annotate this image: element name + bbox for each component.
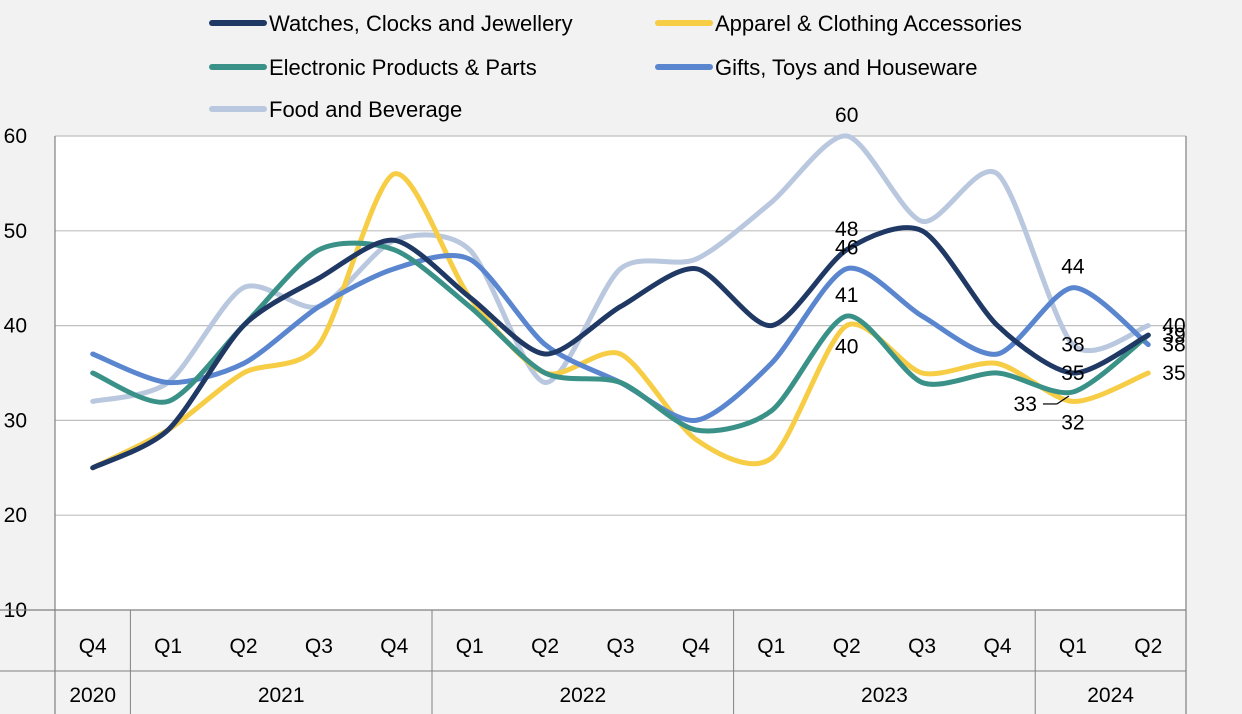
x-tick-label: Q3 bbox=[908, 635, 936, 658]
data-label: 32 bbox=[1061, 411, 1084, 434]
x-tick-label: Q4 bbox=[380, 635, 408, 658]
data-label: 48 bbox=[835, 218, 858, 241]
data-label: 44 bbox=[1061, 256, 1085, 279]
x-tick-label: Q1 bbox=[1059, 635, 1087, 658]
x-tick-label: Q2 bbox=[833, 635, 861, 658]
data-label: 46 bbox=[835, 237, 858, 260]
y-tick-label: 50 bbox=[4, 220, 27, 243]
legend: Watches, Clocks and Jewellery Apparel & C… bbox=[209, 11, 1022, 122]
year-label: 2021 bbox=[258, 684, 305, 707]
data-label: 35 bbox=[1061, 362, 1084, 385]
legend-label-apparel-clothing-accessories: Apparel & Clothing Accessories bbox=[715, 11, 1022, 36]
year-label: 2022 bbox=[559, 684, 606, 707]
x-tick-label: Q2 bbox=[229, 635, 257, 658]
x-tick-label: Q2 bbox=[1134, 635, 1162, 658]
legend-label-food-and-beverage: Food and Beverage bbox=[269, 97, 462, 122]
y-tick-label: 30 bbox=[4, 409, 27, 432]
legend-label-gifts-toys-and-houseware: Gifts, Toys and Houseware bbox=[715, 55, 978, 80]
x-tick-label: Q1 bbox=[757, 635, 785, 658]
data-label: 35 bbox=[1162, 362, 1185, 385]
data-label: 41 bbox=[835, 284, 858, 307]
data-label: 60 bbox=[835, 104, 858, 127]
legend-label-electronic-products-parts: Electronic Products & Parts bbox=[269, 55, 537, 80]
x-tick-label: Q4 bbox=[682, 635, 710, 658]
year-label: 2024 bbox=[1087, 684, 1134, 707]
series-line-apparel-clothing-accessories bbox=[90, 171, 1151, 471]
leader-line bbox=[1056, 395, 1070, 405]
data-label: 40 bbox=[1162, 315, 1185, 338]
data-label: 38 bbox=[1162, 334, 1185, 357]
x-tick-label: Q1 bbox=[154, 635, 182, 658]
x-tick-label: Q4 bbox=[79, 635, 107, 658]
x-tick-label: Q4 bbox=[983, 635, 1011, 658]
y-tick-label: 20 bbox=[4, 504, 27, 527]
y-tick-label: 40 bbox=[4, 315, 27, 338]
y-tick-label: 60 bbox=[4, 125, 27, 148]
series-lines bbox=[90, 133, 1151, 471]
x-tick-label: Q3 bbox=[305, 635, 333, 658]
data-label: 39 bbox=[1162, 324, 1185, 347]
data-label: 33 bbox=[1014, 393, 1037, 416]
year-label: 2023 bbox=[861, 684, 908, 707]
x-tick-label: Q3 bbox=[606, 635, 634, 658]
x-tick-label: Q1 bbox=[456, 635, 484, 658]
data-label: 38 bbox=[1061, 334, 1084, 357]
data-label: 40 bbox=[835, 336, 858, 359]
legend-label-watches-clocks-and-jewellery: Watches, Clocks and Jewellery bbox=[269, 11, 573, 36]
year-label: 2020 bbox=[69, 684, 116, 707]
x-tick-label: Q2 bbox=[531, 635, 559, 658]
